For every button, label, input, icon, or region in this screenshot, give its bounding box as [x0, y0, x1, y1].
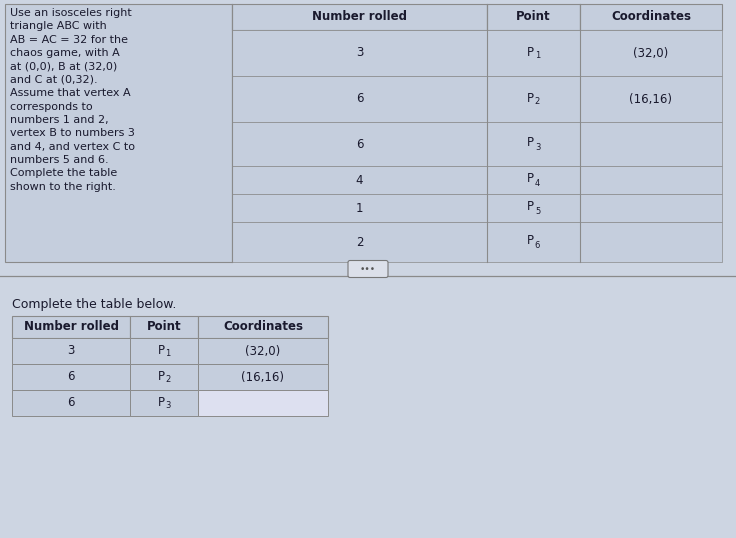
Bar: [487, 166, 580, 194]
Bar: [232, 30, 487, 76]
Text: 6: 6: [355, 138, 364, 151]
Bar: [580, 194, 722, 222]
Bar: [487, 76, 580, 122]
Text: 3: 3: [67, 344, 74, 357]
Text: (16,16): (16,16): [241, 371, 285, 384]
Text: P: P: [158, 395, 165, 408]
Bar: [580, 30, 722, 76]
Bar: [232, 122, 487, 166]
Text: 3: 3: [166, 401, 171, 410]
Text: Coordinates: Coordinates: [611, 11, 691, 24]
Text: 2: 2: [535, 97, 540, 107]
FancyBboxPatch shape: [348, 260, 388, 278]
Bar: [12, 364, 130, 390]
Text: P: P: [158, 370, 165, 383]
Text: (32,0): (32,0): [245, 344, 280, 357]
Bar: [232, 76, 487, 122]
Text: 2: 2: [355, 236, 364, 249]
Text: P: P: [158, 343, 165, 357]
Bar: [12, 390, 130, 416]
Text: Complete the table below.: Complete the table below.: [12, 298, 177, 311]
Text: P: P: [527, 91, 534, 104]
Text: P: P: [527, 137, 534, 150]
Bar: [487, 222, 580, 262]
Bar: [487, 194, 580, 222]
Text: 1: 1: [355, 202, 364, 215]
Bar: [130, 316, 198, 338]
Text: (32,0): (32,0): [634, 46, 668, 60]
Bar: [580, 166, 722, 194]
Text: 4: 4: [355, 173, 364, 187]
Text: Point: Point: [146, 321, 181, 334]
Text: 6: 6: [67, 371, 75, 384]
Bar: [198, 364, 328, 390]
Bar: [5, 4, 232, 262]
Text: P: P: [527, 173, 534, 186]
Text: 6: 6: [67, 397, 75, 409]
Text: Number rolled: Number rolled: [312, 11, 407, 24]
Bar: [580, 4, 722, 30]
Bar: [12, 338, 130, 364]
Text: Coordinates: Coordinates: [223, 321, 303, 334]
Bar: [232, 222, 487, 262]
Bar: [12, 316, 130, 338]
Bar: [487, 4, 580, 30]
Text: (16,16): (16,16): [629, 93, 673, 105]
Text: 4: 4: [535, 179, 540, 188]
Bar: [580, 122, 722, 166]
Text: Point: Point: [516, 11, 551, 24]
Text: Number rolled: Number rolled: [24, 321, 118, 334]
Bar: [580, 222, 722, 262]
Text: 2: 2: [166, 376, 171, 385]
Bar: [487, 122, 580, 166]
Bar: [232, 4, 487, 30]
Text: P: P: [527, 201, 534, 214]
Bar: [198, 316, 328, 338]
Bar: [580, 76, 722, 122]
Text: 6: 6: [535, 240, 540, 250]
Text: 6: 6: [355, 93, 364, 105]
Bar: [232, 194, 487, 222]
Text: 3: 3: [535, 143, 540, 152]
Bar: [130, 364, 198, 390]
Text: 5: 5: [535, 207, 540, 216]
Text: •••: •••: [360, 265, 376, 273]
Bar: [130, 390, 198, 416]
Text: Use an isosceles right
triangle ABC with
AB = AC = 32 for the
chaos game, with A: Use an isosceles right triangle ABC with…: [10, 8, 135, 192]
Text: P: P: [527, 235, 534, 247]
Text: 1: 1: [166, 350, 171, 358]
Bar: [130, 338, 198, 364]
Bar: [487, 30, 580, 76]
Text: 3: 3: [355, 46, 363, 60]
Bar: [198, 338, 328, 364]
Text: 1: 1: [535, 52, 540, 60]
Text: P: P: [527, 46, 534, 59]
Bar: [198, 390, 328, 416]
Bar: [232, 166, 487, 194]
